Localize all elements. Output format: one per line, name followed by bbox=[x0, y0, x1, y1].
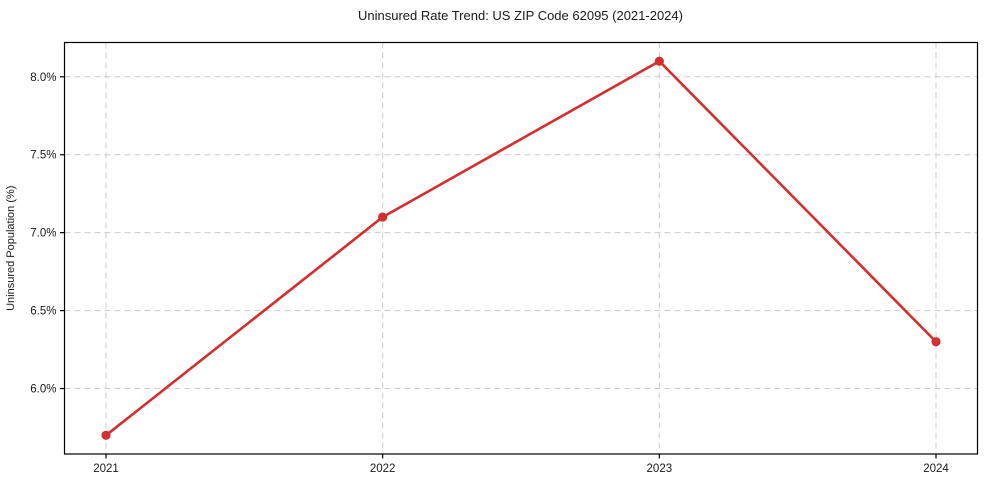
plot-border bbox=[63, 41, 979, 455]
y-tick-label: 6.5% bbox=[30, 306, 56, 318]
y-tick-label: 8.0% bbox=[30, 72, 56, 84]
data-point-marker bbox=[101, 430, 111, 440]
y-axis-label: Uninsured Population (%) bbox=[5, 186, 17, 311]
x-tick-label: 2022 bbox=[370, 463, 396, 475]
data-point-marker bbox=[654, 56, 664, 66]
y-tick-label: 7.0% bbox=[30, 228, 56, 240]
x-tick-label: 2023 bbox=[647, 463, 673, 475]
data-point-marker bbox=[931, 337, 941, 347]
data-point-marker bbox=[378, 212, 388, 222]
x-tick-label: 2021 bbox=[93, 463, 119, 475]
chart-title: Uninsured Rate Trend: US ZIP Code 62095 … bbox=[358, 8, 683, 23]
x-tick-label: 2024 bbox=[923, 463, 949, 475]
y-tick-label: 7.5% bbox=[30, 150, 56, 162]
trend-line bbox=[104, 59, 938, 437]
y-tick-label: 6.0% bbox=[30, 384, 56, 396]
